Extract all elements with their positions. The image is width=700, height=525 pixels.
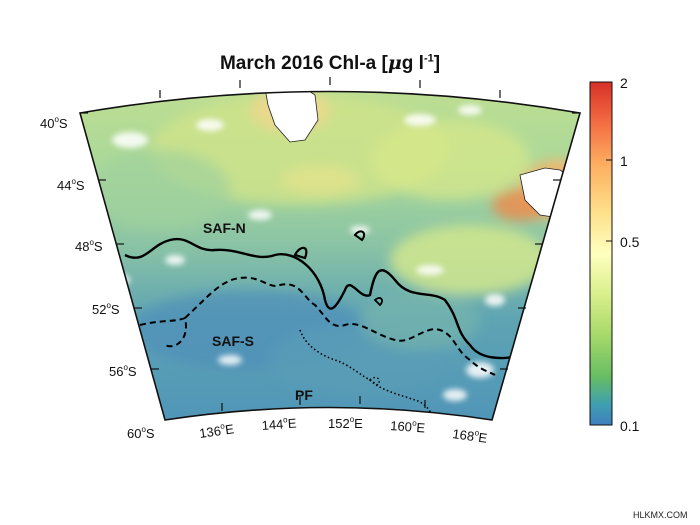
lat-label-44s: 44oS <box>57 177 85 193</box>
colorbar-label-0-5: 0.5 <box>620 234 640 250</box>
title-exponent: -1 <box>423 52 434 65</box>
colorbar-label-0-1: 0.1 <box>620 418 640 434</box>
colorbar-ticks <box>606 81 612 426</box>
lat-label-48s: 48oS <box>75 238 103 254</box>
lat-label-52s: 52oS <box>92 301 120 317</box>
watermark: HLKMX.COM <box>633 510 688 520</box>
map-title: March 2016 Chl-a [μg l-1] <box>0 52 660 75</box>
saf-n-front <box>124 237 521 360</box>
lon-label-136e: 136oE <box>198 420 235 441</box>
title-prefix: March 2016 Chl-a [ <box>219 53 388 74</box>
longitude-labels: 136oE 144oE 152oE 160oE 168oE <box>198 415 488 446</box>
tasmania-land <box>264 91 319 143</box>
chlorophyll-field <box>80 91 580 420</box>
front-label-pf: PF <box>295 387 313 403</box>
front-label-saf-s: SAF-S <box>212 333 254 349</box>
lon-label-160e: 160oE <box>390 417 426 435</box>
latitude-labels: 40oS 44oS 48oS 52oS 56oS 60oS <box>40 115 155 441</box>
lat-label-56s: 56oS <box>109 363 137 379</box>
lon-label-152e: 152oE <box>328 415 363 431</box>
front-label-saf-n: SAF-N <box>203 220 246 236</box>
colorbar-label-2: 2 <box>620 75 628 91</box>
colorbar-label-1: 1 <box>620 153 628 169</box>
lon-label-144e: 144oE <box>261 415 297 433</box>
frame-ticks <box>80 77 580 411</box>
title-mu: μ <box>387 52 402 74</box>
lat-label-60s: 60oS <box>127 425 155 441</box>
title-suffix: ] <box>433 53 441 74</box>
lon-label-168e: 168oE <box>452 425 489 446</box>
saf-s-front <box>139 276 496 376</box>
colorbar <box>589 81 613 426</box>
lat-label-40s: 40oS <box>40 115 68 131</box>
title-unit: g l <box>401 53 424 74</box>
